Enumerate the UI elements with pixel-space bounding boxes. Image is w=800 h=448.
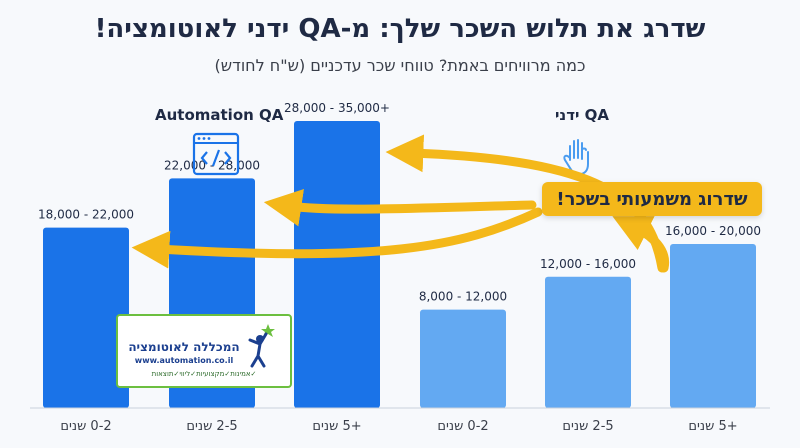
bar-manual-1 xyxy=(545,276,631,408)
category-label: +5 שנים xyxy=(688,419,737,434)
value-label: 28,000 - 35,000+ xyxy=(284,101,390,115)
college-logo: המכללה לאוטומציה www.automation.co.il ✓א… xyxy=(116,314,292,388)
category-label: +5 שנים xyxy=(312,419,361,434)
bars-layer xyxy=(43,121,756,408)
category-label: 0-2 שנים xyxy=(60,419,111,434)
page-subtitle: כמה מרוויחים באמת? טווחי שכר עדכניים (ש"… xyxy=(214,56,586,75)
bar-automation-2 xyxy=(294,121,380,408)
arrow-to-0-2 xyxy=(131,207,543,269)
value-label: 8,000 - 12,000 xyxy=(419,290,507,304)
category-labels-layer: 0-2 שנים 2-5 שנים +5 שנים 0-2 שנים 2-5 שנים +… xyxy=(60,419,737,434)
salary-upgrade-callout: שדרוג משמעותי בשכר! xyxy=(542,182,762,216)
value-label: 16,000 - 20,000 xyxy=(665,224,761,238)
value-label: 22,000 - 28,000 xyxy=(164,158,260,172)
manual-group-label: QA ידני xyxy=(555,106,610,124)
value-label: 18,000 - 22,000 xyxy=(38,208,134,222)
logo-tagline: ✓אמינות✓מקצועיות✓ליווי✓תוצאות xyxy=(151,370,257,378)
category-label: 0-2 שנים xyxy=(437,419,488,434)
value-labels-layer: 18,000 - 22,000 22,000 - 28,000 28,000 - 3… xyxy=(38,101,761,304)
logo-figure-icon xyxy=(248,324,275,368)
page-title: שדרג את תלוש השכר שלך: מ-QA ידני לאוטומצ… xyxy=(94,14,706,44)
category-label: 2-5 שנים xyxy=(562,419,613,434)
category-label: 2-5 שנים xyxy=(186,419,237,434)
bar-automation-0 xyxy=(43,227,129,408)
code-window-icon xyxy=(192,132,240,176)
logo-title: המכללה לאוטומציה xyxy=(128,340,240,354)
bar-manual-0 xyxy=(420,309,506,408)
automation-group-label: Automation QA xyxy=(155,106,284,124)
arrow-up-to-callout xyxy=(612,216,670,273)
value-label: 12,000 - 16,000 xyxy=(540,257,636,271)
bar-manual-2 xyxy=(670,244,756,408)
logo-url: www.automation.co.il xyxy=(134,356,234,365)
arrow-to-2-5 xyxy=(263,188,537,227)
